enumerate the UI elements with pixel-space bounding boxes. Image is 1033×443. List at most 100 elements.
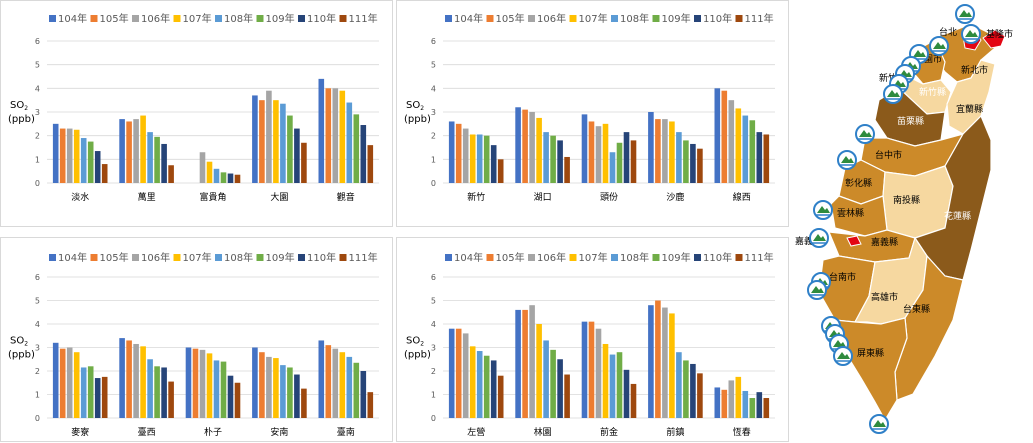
bar bbox=[648, 112, 654, 183]
bar bbox=[543, 340, 549, 418]
bar bbox=[662, 119, 668, 183]
label-chiayi-county: 嘉義縣 bbox=[871, 236, 898, 248]
bar bbox=[476, 351, 483, 418]
x-tick-label: 富貴角 bbox=[199, 191, 226, 203]
station-icon bbox=[813, 200, 833, 220]
bar bbox=[536, 117, 542, 183]
region-chiayi-city bbox=[846, 235, 862, 247]
bar bbox=[353, 362, 360, 418]
y-axis-unit: (ppb) bbox=[404, 350, 431, 361]
bar bbox=[581, 114, 588, 183]
y-tick-label: 2 bbox=[431, 367, 436, 376]
bar bbox=[273, 358, 279, 418]
bar bbox=[133, 343, 139, 418]
legend-swatch bbox=[528, 15, 535, 22]
legend-swatch bbox=[173, 254, 181, 261]
bar bbox=[59, 128, 66, 183]
label-taitung: 台東縣 bbox=[903, 303, 930, 315]
bar bbox=[602, 123, 609, 183]
y-axis-label: SO2 bbox=[406, 336, 424, 348]
label-hualien: 花蓮縣 bbox=[944, 210, 971, 222]
legend-swatch bbox=[256, 254, 264, 261]
chart-north: 104年 105年 106年 107年 108年 109年 110年 111年 SO2 (ppb)… bbox=[8, 12, 379, 203]
bar bbox=[220, 361, 227, 418]
y-tick-label: 3 bbox=[431, 108, 436, 117]
legend-label: 107年 bbox=[183, 12, 212, 25]
chart-central: 104年 105年 106年 107年 108年 109年 110年 111年 SO2 (ppb)… bbox=[404, 12, 775, 203]
chart-panel-yunchia: 104年 105年 106年 107年 108年 109年 110年 111年 SO2 (ppb)… bbox=[0, 237, 393, 442]
y-tick-label: 3 bbox=[35, 344, 40, 353]
station-icon bbox=[833, 346, 853, 366]
bar bbox=[455, 328, 462, 418]
y-tick-label: 1 bbox=[35, 155, 40, 164]
bar bbox=[94, 151, 101, 183]
bar bbox=[529, 305, 535, 418]
y-axis-unit: (ppb) bbox=[8, 114, 35, 125]
legend-swatch bbox=[215, 15, 222, 22]
bar bbox=[87, 366, 94, 418]
legend-swatch bbox=[694, 15, 701, 22]
bar bbox=[294, 374, 300, 418]
bar bbox=[325, 345, 332, 418]
bar bbox=[648, 305, 654, 418]
bar bbox=[367, 145, 374, 183]
bar bbox=[220, 172, 227, 183]
bar bbox=[273, 100, 279, 183]
legend: 104年 105年 106年 107年 108年 109年 110年 111年 bbox=[49, 12, 378, 25]
bar bbox=[66, 128, 73, 183]
x-tick-label: 線西 bbox=[733, 191, 751, 203]
bar bbox=[448, 328, 455, 418]
bar bbox=[749, 398, 756, 418]
y-tick-label: 2 bbox=[35, 132, 40, 141]
x-tick-label: 恆春 bbox=[733, 426, 751, 438]
chart-kaoping: 104年 105年 106年 107年 108年 109年 110年 111年 SO2 (ppb)… bbox=[404, 251, 775, 438]
x-tick-label: 淡水 bbox=[71, 191, 89, 203]
bar bbox=[763, 398, 770, 418]
station-icon bbox=[961, 24, 981, 44]
bar bbox=[550, 349, 556, 418]
legend-label: 111年 bbox=[349, 251, 378, 264]
bar bbox=[339, 90, 346, 183]
bar bbox=[360, 371, 367, 418]
bar bbox=[676, 352, 682, 418]
label-miaoli: 苗栗縣 bbox=[897, 116, 924, 127]
legend-swatch bbox=[90, 254, 98, 261]
bar bbox=[595, 126, 602, 183]
legend-swatch bbox=[298, 254, 305, 261]
legend-swatch bbox=[90, 15, 98, 22]
legend-swatch bbox=[339, 15, 347, 22]
bar bbox=[87, 141, 94, 183]
station-icons bbox=[807, 4, 981, 434]
bar bbox=[564, 374, 570, 418]
y-tick-label: 5 bbox=[35, 61, 40, 70]
bar bbox=[140, 115, 146, 183]
bar bbox=[557, 359, 563, 418]
y-tick-label: 0 bbox=[431, 414, 436, 423]
label-yilan: 宜蘭縣 bbox=[956, 103, 983, 115]
bar bbox=[669, 121, 675, 183]
region-pingtung bbox=[834, 317, 908, 422]
bar bbox=[325, 88, 332, 183]
bar bbox=[483, 135, 490, 183]
bar bbox=[66, 347, 73, 418]
legend-label: 110年 bbox=[703, 12, 732, 25]
bar bbox=[294, 128, 300, 183]
bar bbox=[728, 100, 735, 183]
bar bbox=[73, 129, 80, 183]
bar bbox=[192, 348, 199, 418]
bar bbox=[185, 347, 192, 418]
station-icon bbox=[955, 4, 975, 24]
legend-swatch bbox=[132, 254, 139, 261]
bar bbox=[52, 123, 59, 183]
bar bbox=[199, 152, 206, 183]
bar bbox=[301, 388, 307, 418]
bar bbox=[529, 112, 535, 183]
bar bbox=[168, 165, 174, 183]
bar bbox=[301, 142, 307, 183]
bar bbox=[522, 109, 528, 183]
x-tick-label: 安南 bbox=[270, 426, 288, 438]
legend-swatch bbox=[694, 254, 701, 261]
y-tick-label: 5 bbox=[431, 61, 436, 70]
y-axis-unit: (ppb) bbox=[8, 350, 35, 361]
bar bbox=[623, 132, 630, 183]
